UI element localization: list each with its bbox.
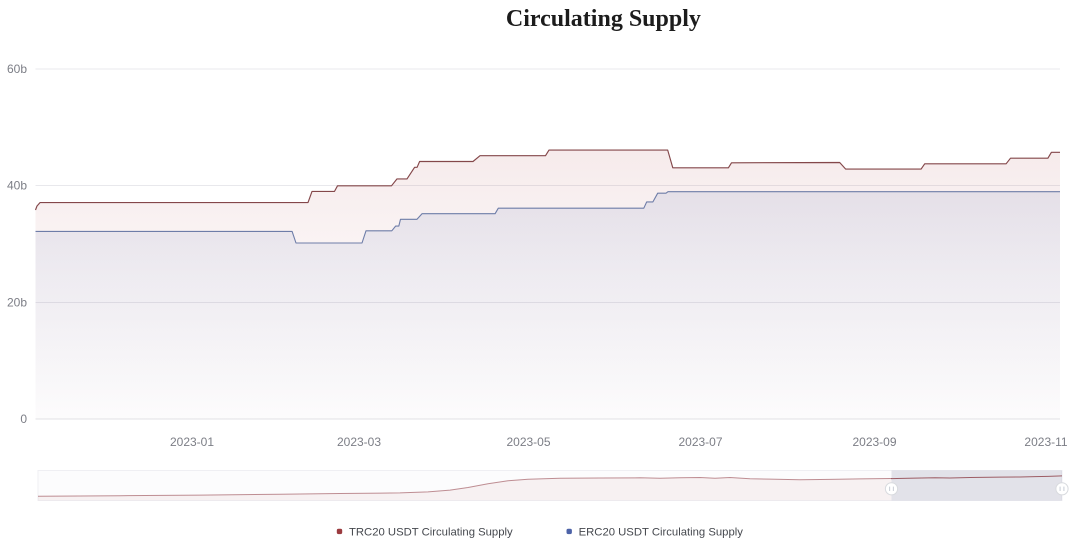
svg-text:60b: 60b: [7, 62, 27, 76]
svg-text:0: 0: [20, 412, 27, 426]
svg-text:40b: 40b: [7, 179, 27, 193]
svg-text:2023-09: 2023-09: [852, 435, 896, 449]
svg-text:2023-03: 2023-03: [337, 435, 381, 449]
svg-text:2023-07: 2023-07: [678, 435, 722, 449]
svg-text:ERC20 USDT Circulating Supply: ERC20 USDT Circulating Supply: [579, 526, 744, 538]
svg-text:2023-05: 2023-05: [506, 435, 550, 449]
svg-text:Circulating Supply: Circulating Supply: [506, 6, 701, 32]
svg-text:TRC20 USDT Circulating Supply: TRC20 USDT Circulating Supply: [349, 526, 513, 538]
svg-text:2023-11: 2023-11: [1024, 435, 1067, 449]
svg-text:2023-01: 2023-01: [170, 435, 214, 449]
svg-text:20b: 20b: [7, 295, 27, 309]
